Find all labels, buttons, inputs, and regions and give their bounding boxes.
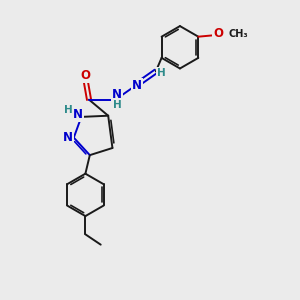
Text: N: N [73,108,83,121]
Text: N: N [132,79,142,92]
Text: CH₃: CH₃ [229,29,248,39]
Text: H: H [64,105,73,116]
Text: O: O [80,69,90,82]
Text: H: H [157,68,166,78]
Text: O: O [213,27,223,40]
Text: N: N [112,88,122,101]
Text: N: N [63,131,73,144]
Text: H: H [112,100,122,110]
